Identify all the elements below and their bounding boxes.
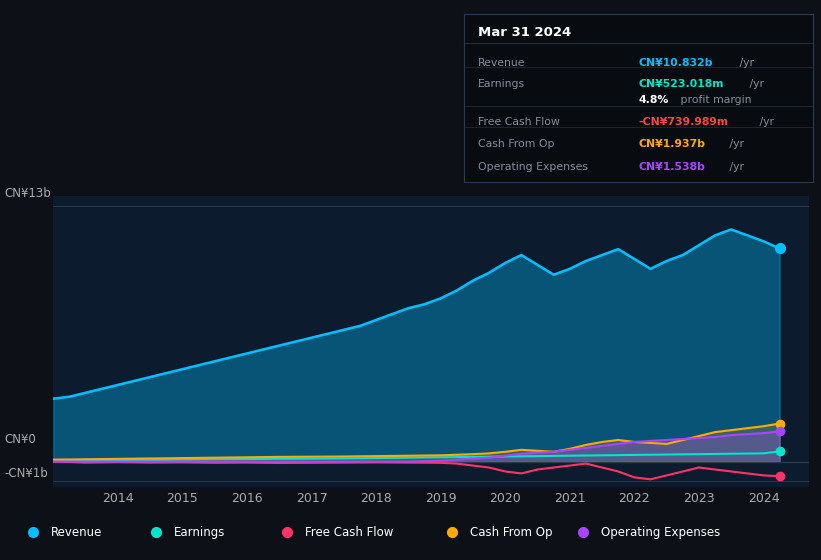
Text: Mar 31 2024: Mar 31 2024 (478, 26, 571, 39)
Text: /yr: /yr (755, 118, 773, 127)
Text: /yr: /yr (736, 58, 754, 68)
Text: /yr: /yr (727, 162, 745, 172)
Text: CN¥523.018m: CN¥523.018m (639, 79, 724, 88)
Text: /yr: /yr (727, 139, 745, 149)
Text: CN¥0: CN¥0 (4, 433, 36, 446)
Text: Earnings: Earnings (174, 526, 226, 539)
Text: /yr: /yr (745, 79, 764, 88)
Text: -CN¥739.989m: -CN¥739.989m (639, 118, 728, 127)
Text: Revenue: Revenue (478, 58, 525, 68)
Text: Operating Expenses: Operating Expenses (601, 526, 720, 539)
Text: CN¥1.538b: CN¥1.538b (639, 162, 705, 172)
Text: 4.8%: 4.8% (639, 96, 668, 105)
Text: CN¥10.832b: CN¥10.832b (639, 58, 713, 68)
Text: Earnings: Earnings (478, 79, 525, 88)
Text: profit margin: profit margin (677, 96, 752, 105)
Text: Cash From Op: Cash From Op (470, 526, 552, 539)
Text: Free Cash Flow: Free Cash Flow (305, 526, 394, 539)
Text: Cash From Op: Cash From Op (478, 139, 554, 149)
Text: Revenue: Revenue (51, 526, 103, 539)
Text: CN¥13b: CN¥13b (4, 186, 51, 200)
Text: Operating Expenses: Operating Expenses (478, 162, 588, 172)
Text: CN¥1.937b: CN¥1.937b (639, 139, 705, 149)
Text: Free Cash Flow: Free Cash Flow (478, 118, 560, 127)
Text: -CN¥1b: -CN¥1b (4, 466, 48, 480)
